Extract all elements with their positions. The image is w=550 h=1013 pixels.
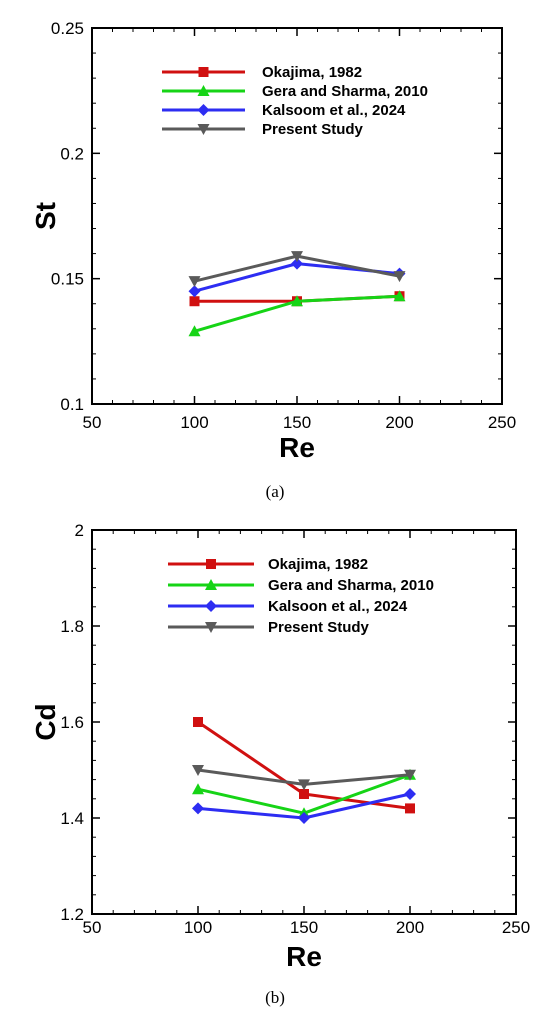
legend-swatch-marker: [197, 85, 210, 96]
y-tick-label: 1.2: [60, 905, 84, 924]
legend-entry: Present Study: [168, 619, 370, 636]
legend-swatch-marker: [206, 559, 216, 569]
legend-label: Okajima, 1982: [262, 64, 362, 81]
legend-label: Gera and Sharma, 2010: [262, 83, 428, 100]
x-tick-label: 50: [83, 918, 102, 937]
legend-label: Present Study: [262, 121, 364, 138]
y-tick-label: 1.8: [60, 617, 84, 636]
data-point-gera: [291, 295, 303, 307]
y-axis-title: Cd: [30, 703, 61, 740]
x-tick-label: 100: [184, 918, 212, 937]
data-point-kalsoom: [188, 285, 201, 298]
x-tick-label: 100: [180, 413, 208, 432]
x-tick-label: 200: [396, 918, 424, 937]
data-point-kalsoom: [192, 802, 204, 815]
data-point-okajima: [189, 296, 200, 307]
data-point-kalsoom: [298, 812, 310, 824]
data-point-okajima: [405, 803, 415, 814]
data-point-gera: [192, 783, 204, 795]
data-point-okajima: [193, 717, 203, 727]
data-point-present: [404, 769, 416, 781]
y-tick-label: 0.15: [51, 270, 84, 289]
chart-a: 50 100 150 200 250 0.1 0.15 0.2 0.25 Re St Okajima,…: [30, 19, 516, 501]
legend-swatch-marker: [205, 600, 217, 612]
x-tick-label: 250: [502, 918, 530, 937]
legend-label: Present Study: [268, 619, 370, 636]
data-point-present: [188, 276, 201, 288]
y-tick-label: 0.1: [60, 395, 84, 414]
y-axis-title: St: [30, 202, 61, 230]
y-tick-label: 2: [75, 521, 84, 540]
legend-label: Gera and Sharma, 2010: [268, 577, 434, 594]
y-tick-label: 1.6: [60, 713, 84, 732]
legend-swatch-marker: [205, 622, 217, 633]
data-point-kalsoom: [404, 788, 416, 800]
data-point-present: [291, 251, 303, 263]
chart-b: 50 100 150 200 250 1.2 1.4 1.6 1.8 2 Re Cd Okajima, …: [30, 521, 530, 1007]
x-axis-title: Re: [286, 941, 322, 972]
legend-label: Kalsoom et al., 2024: [262, 102, 406, 119]
legend-entry: Okajima, 1982: [168, 556, 368, 573]
legend-swatch-marker: [197, 124, 210, 135]
legend-label: Kalsoon et al., 2024: [268, 598, 408, 615]
legend-entry: Okajima, 1982: [162, 64, 362, 81]
legend-entry: Gera and Sharma, 2010: [168, 577, 434, 594]
x-tick-label: 200: [385, 413, 413, 432]
legend-entry: Kalsoom et al., 2024: [162, 102, 406, 119]
legend-swatch-marker: [198, 67, 209, 77]
legend-swatch-marker: [197, 104, 210, 116]
x-tick-label: 50: [83, 413, 102, 432]
y-tick-label: 1.4: [60, 809, 84, 828]
data-point-okajima: [299, 789, 309, 799]
legend-entry: Present Study: [162, 121, 364, 138]
legend-entry: Gera and Sharma, 2010: [162, 83, 428, 100]
x-tick-label: 150: [283, 413, 311, 432]
y-tick-label: 0.25: [51, 19, 84, 38]
data-point-kalsoom: [291, 257, 303, 270]
data-point-gera: [393, 290, 406, 302]
legend-entry: Kalsoon et al., 2024: [168, 598, 408, 615]
data-point-gera: [188, 325, 201, 337]
legend-label: Okajima, 1982: [268, 556, 368, 573]
data-point-present: [393, 271, 406, 283]
x-axis-title: Re: [279, 432, 315, 463]
x-tick-label: 150: [290, 918, 318, 937]
figure-caption: (b): [265, 988, 285, 1007]
x-tick-label: 250: [488, 413, 516, 432]
legend-swatch-marker: [205, 579, 217, 590]
figure-caption: (a): [266, 482, 285, 501]
data-point-present: [192, 765, 204, 776]
y-tick-label: 0.2: [60, 144, 84, 163]
data-point-present: [298, 779, 310, 791]
